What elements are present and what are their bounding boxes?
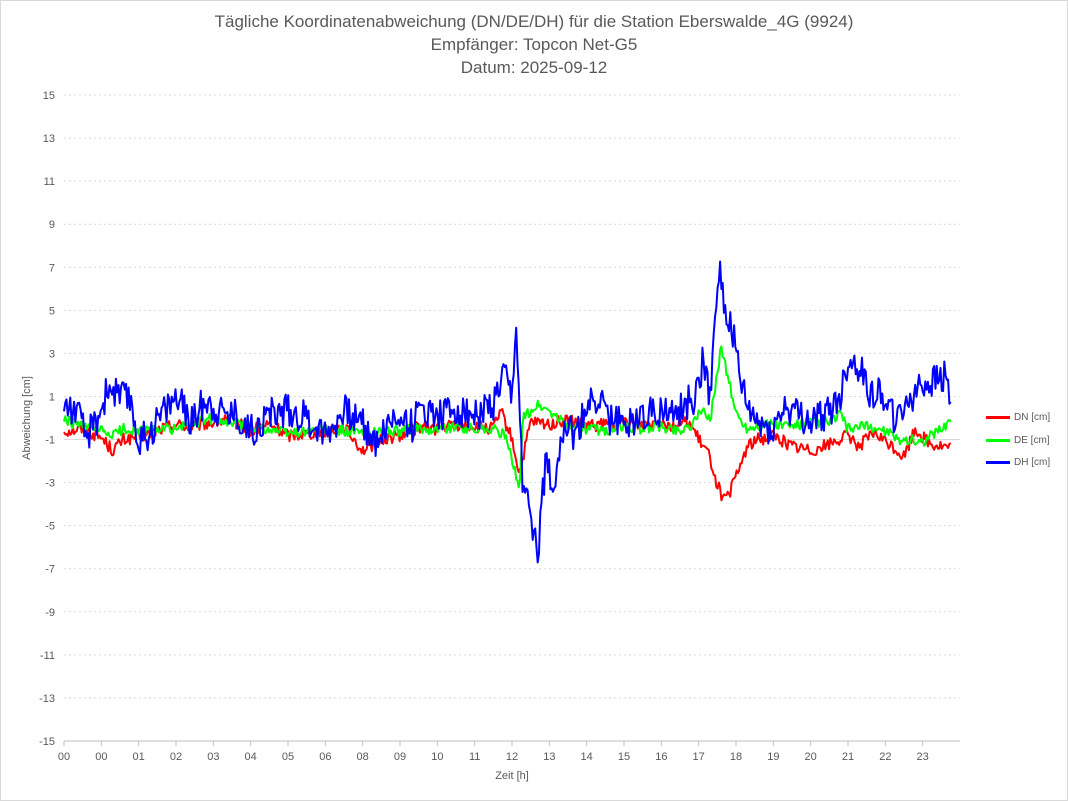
x-tick-label: 06 — [319, 751, 331, 763]
x-tick-label: 17 — [693, 751, 705, 763]
x-tick-label: 22 — [879, 751, 891, 763]
y-tick-label: -7 — [45, 564, 55, 576]
x-tick-label: 05 — [282, 751, 294, 763]
x-tick-label: 09 — [394, 751, 406, 763]
y-axis-title: Abweichung [cm] — [21, 376, 33, 460]
legend-swatch-dh — [986, 460, 1010, 464]
x-axis-title: Zeit [h] — [495, 770, 529, 782]
x-tick-label: 00 — [95, 751, 107, 763]
x-tick-label: 21 — [842, 751, 854, 763]
legend-label-dh: DH [cm] — [1014, 456, 1051, 468]
x-tick-label: 13 — [543, 751, 555, 763]
y-tick-label: 15 — [43, 90, 55, 102]
y-tick-label: -15 — [39, 736, 55, 748]
x-tick-label: 14 — [581, 751, 593, 763]
legend-item-de: DE [cm] — [986, 433, 1050, 447]
y-tick-label: 7 — [49, 262, 55, 274]
legend-swatch-de — [986, 438, 1010, 442]
y-tick-label: 9 — [49, 219, 55, 231]
x-tick-label: 01 — [133, 751, 145, 763]
x-tick-label: 19 — [767, 751, 779, 763]
y-tick-label: -9 — [45, 607, 55, 619]
x-tick-label: 15 — [618, 751, 630, 763]
x-tick-label: 10 — [431, 751, 443, 763]
y-tick-label: 3 — [49, 348, 55, 360]
x-tick-label: 23 — [917, 751, 929, 763]
y-tick-label: -1 — [45, 435, 55, 447]
y-tick-label: -5 — [45, 521, 55, 533]
y-tick-label: -11 — [40, 650, 55, 662]
x-tick-label: 20 — [805, 751, 817, 763]
legend-label-de: DE [cm] — [1014, 434, 1050, 446]
y-tick-label: -3 — [45, 478, 55, 490]
legend-item-dn: DN [cm] — [986, 410, 1050, 424]
legend-item-dh: DH [cm] — [986, 455, 1050, 469]
x-tick-label: 04 — [245, 751, 257, 763]
series-line-dn — [63, 408, 952, 502]
y-tick-label: 13 — [43, 133, 55, 145]
x-tick-label: 16 — [655, 751, 667, 763]
legend-label-dn: DN [cm] — [1014, 411, 1051, 423]
x-tick-label: 18 — [730, 751, 742, 763]
chart-title: Tägliche Koordinatenabweichung (DN/DE/DH… — [214, 12, 854, 31]
y-tick-label: 1 — [49, 391, 55, 403]
x-tick-label: 11 — [469, 751, 480, 763]
y-tick-label: 5 — [49, 305, 55, 317]
x-tick-label: 02 — [170, 751, 182, 763]
chart-subtitle-date: Datum: 2025-09-12 — [460, 58, 608, 77]
y-tick-label: -13 — [39, 693, 55, 705]
x-tick-label: 00 — [58, 751, 70, 763]
y-tick-label: 11 — [44, 176, 55, 188]
x-tick-label: 03 — [207, 751, 219, 763]
x-tick-label: 12 — [506, 751, 518, 763]
chart-subtitle-receiver: Empfänger: Topcon Net-G5 — [430, 35, 638, 54]
series-line-dh — [63, 260, 952, 564]
x-tick-label: 08 — [357, 751, 369, 763]
legend-swatch-dn — [986, 415, 1010, 419]
